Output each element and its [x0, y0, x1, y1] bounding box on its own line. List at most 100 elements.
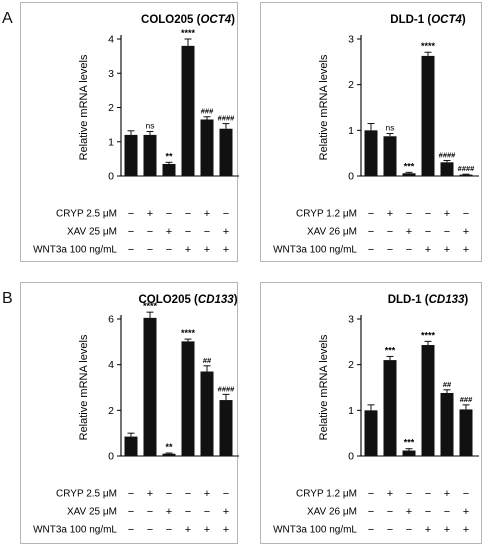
condition-sign: −: [147, 244, 153, 256]
condition-label: XAV 25 μM: [67, 227, 117, 238]
y-tick-label: 3: [348, 314, 354, 326]
significance-label: **: [165, 442, 173, 452]
condition-sign: −: [425, 488, 431, 500]
condition-sign: +: [166, 226, 172, 238]
condition-sign: −: [425, 506, 431, 518]
condition-sign: −: [368, 506, 374, 518]
condition-sign: +: [185, 244, 191, 256]
condition-label: CRYP 1.2 μM: [296, 209, 357, 220]
y-tick-label: 1: [348, 405, 354, 417]
bar: [421, 345, 435, 456]
y-tick-label: 3: [108, 68, 114, 80]
condition-sign: −: [128, 506, 134, 518]
condition-sign: −: [444, 226, 450, 238]
condition-sign: +: [425, 244, 431, 256]
chart-title-gene: OCT4: [200, 14, 231, 26]
condition-sign: +: [444, 488, 450, 500]
bar: [219, 400, 233, 456]
condition-sign: +: [185, 524, 191, 536]
condition-sign: −: [406, 524, 412, 536]
bar: [459, 409, 473, 456]
condition-sign: −: [406, 208, 412, 220]
chart-panel-dld1-oct4: DLD-1 (OCT4) Relative mRNA levels 0 1 2 3 ns **…: [260, 2, 482, 262]
condition-sign: +: [406, 506, 412, 518]
condition-sign: −: [166, 208, 172, 220]
bar: [383, 136, 397, 176]
condition-label: CRYP 1.2 μM: [296, 489, 357, 500]
condition-sign: −: [185, 488, 191, 500]
chart-title-gene: CD133: [198, 294, 234, 306]
bar: [219, 128, 233, 176]
y-tick-label: 3: [348, 34, 354, 46]
significance-label: ns: [386, 123, 395, 133]
condition-sign: −: [387, 524, 393, 536]
condition-sign: −: [128, 488, 134, 500]
y-axis-label: Relative mRNA levels: [318, 54, 330, 160]
condition-sign: −: [128, 244, 134, 256]
condition-sign: −: [128, 208, 134, 220]
condition-sign: −: [406, 244, 412, 256]
bar: [459, 174, 473, 176]
y-tick-label: 2: [108, 405, 114, 417]
condition-sign: −: [444, 506, 450, 518]
significance-label: ##: [203, 356, 212, 365]
y-tick-label: 0: [108, 171, 114, 183]
y-tick-label: 0: [348, 171, 354, 183]
bar: [181, 45, 195, 176]
condition-sign: −: [166, 244, 172, 256]
y-tick-label: 4: [108, 359, 114, 371]
condition-sign: −: [223, 208, 229, 220]
y-tick-label: 4: [108, 34, 114, 46]
chart-dld1-cd133: DLD-1 (CD133) Relative mRNA levels 0 1 2 3 ***…: [273, 294, 479, 536]
condition-sign: +: [463, 244, 469, 256]
significance-label: ####: [218, 114, 236, 123]
condition-sign: +: [444, 208, 450, 220]
significance-label: ***: [404, 161, 415, 171]
bar: [181, 341, 195, 456]
chart-panel-dld1-cd133: DLD-1 (CD133) Relative mRNA levels 0 1 2 3 ***…: [260, 282, 482, 544]
chart-panel-colo205-cd133: COLO205 (CD133) Relative mRNA levels 0 2 4 6 *…: [20, 282, 239, 544]
bar: [402, 173, 416, 176]
significance-label: ****: [181, 28, 196, 38]
condition-sign: +: [204, 244, 210, 256]
bar: [143, 134, 157, 176]
chart-dld1-oct4: DLD-1 (OCT4) Relative mRNA levels 0 1 2 3 ns **…: [273, 14, 479, 256]
section-label-a: A: [2, 10, 13, 27]
condition-sign: −: [223, 488, 229, 500]
y-tick-label: 0: [348, 451, 354, 463]
y-axis-label: Relative mRNA levels: [78, 334, 90, 440]
condition-sign: −: [387, 244, 393, 256]
significance-label: ****: [421, 41, 436, 51]
significance-label: ***: [385, 345, 396, 355]
condition-sign: +: [147, 208, 153, 220]
y-tick-label: 2: [348, 359, 354, 371]
y-tick-label: 2: [108, 102, 114, 114]
condition-sign: −: [185, 506, 191, 518]
condition-label: WNT3a 100 ng/mL: [273, 525, 357, 536]
condition-sign: +: [204, 524, 210, 536]
condition-sign: +: [444, 524, 450, 536]
condition-sign: −: [368, 208, 374, 220]
condition-label: XAV 25 μM: [67, 507, 117, 518]
condition-sign: +: [463, 506, 469, 518]
condition-sign: +: [223, 226, 229, 238]
bar: [440, 392, 454, 456]
y-axis-label: Relative mRNA levels: [78, 54, 90, 160]
chart-title: COLO205 (CD133): [138, 294, 237, 306]
condition-sign: −: [368, 524, 374, 536]
condition-label: WNT3a 100 ng/mL: [33, 525, 117, 536]
significance-label: ****: [421, 330, 436, 340]
chart-title: DLD-1 (OCT4): [390, 14, 466, 26]
bar: [440, 162, 454, 176]
condition-sign: −: [406, 488, 412, 500]
bar: [124, 134, 138, 176]
condition-sign: +: [166, 506, 172, 518]
condition-sign: −: [166, 524, 172, 536]
chart-colo205-oct4: COLO205 (OCT4) Relative mRNA levels 0 1 2 3 4 n…: [33, 14, 239, 256]
chart-colo205-cd133: COLO205 (CD133) Relative mRNA levels 0 2 4 6 *…: [33, 294, 239, 536]
bar: [162, 453, 176, 456]
condition-sign: −: [425, 208, 431, 220]
condition-sign: −: [204, 506, 210, 518]
condition-sign: −: [166, 488, 172, 500]
condition-sign: −: [387, 226, 393, 238]
